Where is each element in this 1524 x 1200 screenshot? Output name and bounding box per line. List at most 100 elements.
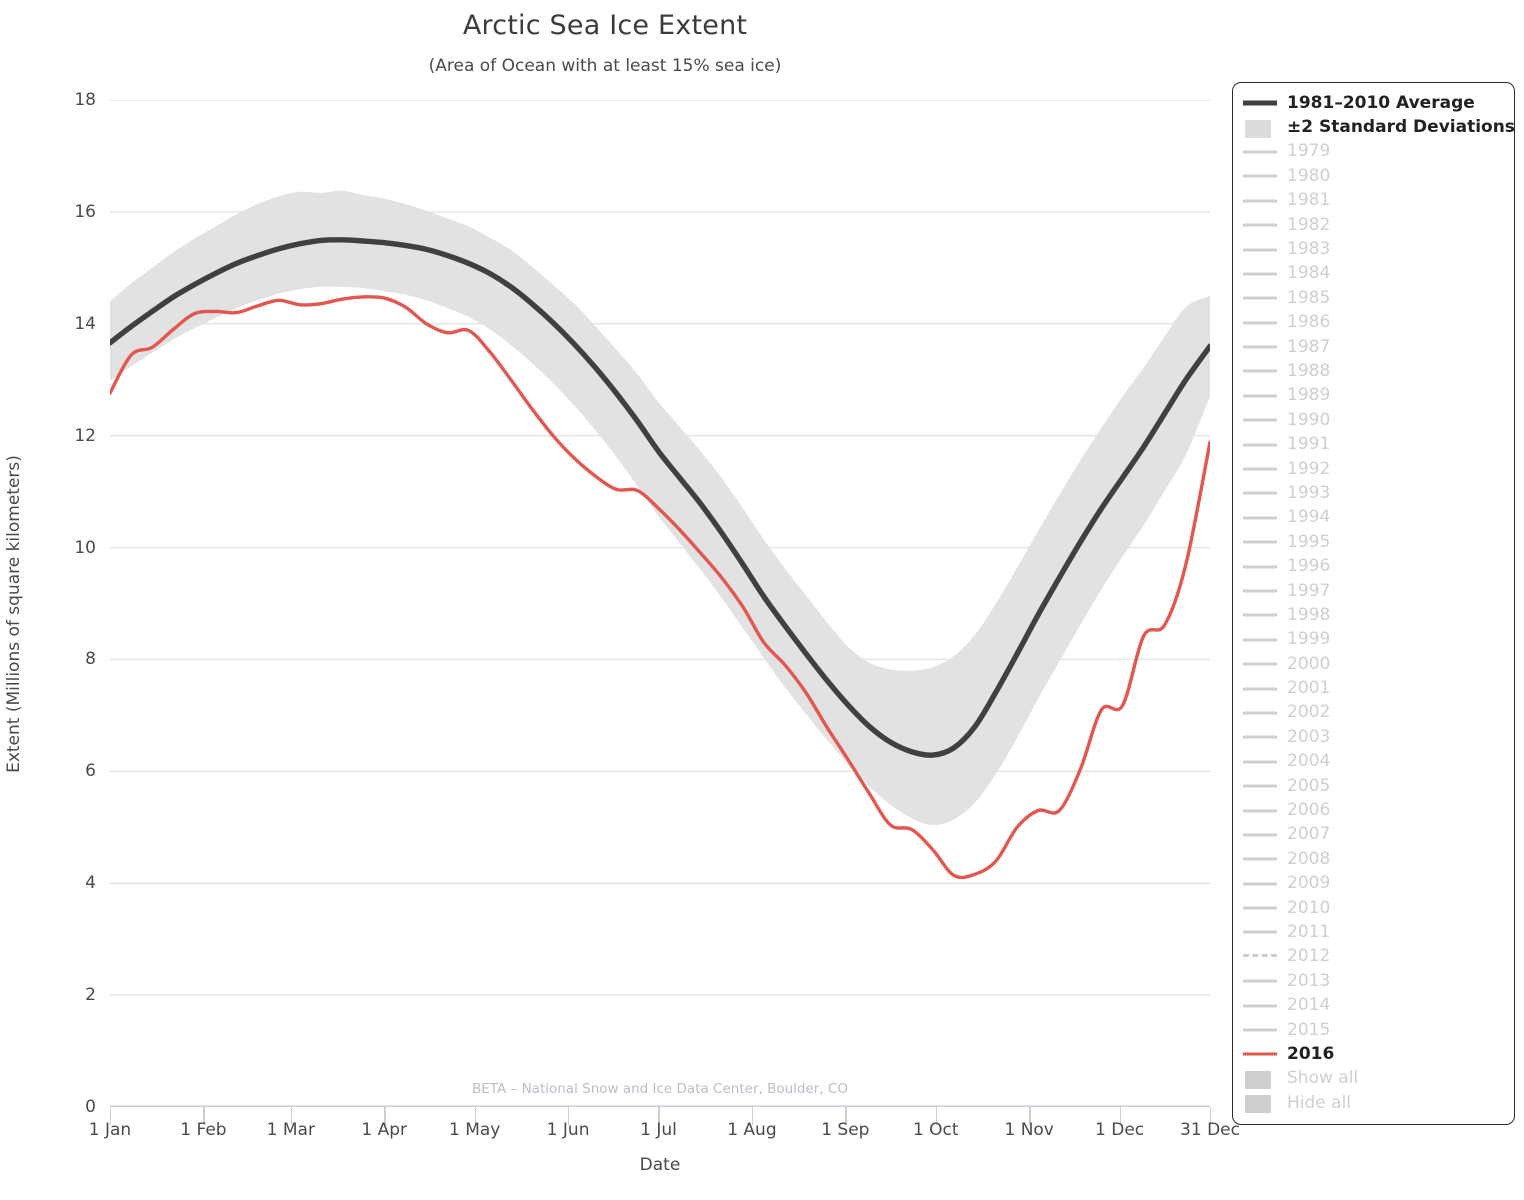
x-axis-tick <box>1210 1107 1212 1125</box>
legend-item-label: 1992 <box>1287 458 1331 479</box>
legend-item-2014[interactable]: 2014 <box>1243 993 1514 1017</box>
legend-item-label: 2001 <box>1287 678 1331 699</box>
legend-item-1990[interactable]: 1990 <box>1243 408 1514 432</box>
legend-item-label: 1989 <box>1287 385 1331 406</box>
chart-subtitle: (Area of Ocean with at least 15% sea ice… <box>428 56 782 76</box>
legend-item-label: 2000 <box>1287 653 1331 674</box>
legend-item-1995[interactable]: 1995 <box>1243 530 1514 554</box>
legend-item-1991[interactable]: 1991 <box>1243 432 1514 456</box>
legend-line-icon <box>1243 387 1277 405</box>
legend-item-label: 1991 <box>1287 434 1331 455</box>
legend-item-2006[interactable]: 2006 <box>1243 798 1514 822</box>
legend-line-icon <box>1243 948 1277 966</box>
x-axis-tick-label: 1 Sep <box>821 1120 870 1140</box>
legend-line-icon <box>1243 753 1277 771</box>
legend-line-icon <box>1243 289 1277 307</box>
legend-item-2001[interactable]: 2001 <box>1243 676 1514 700</box>
legend-item-2004[interactable]: 2004 <box>1243 750 1514 774</box>
legend-item-1983[interactable]: 1983 <box>1243 237 1514 261</box>
legend-item-1989[interactable]: 1989 <box>1243 384 1514 408</box>
legend-line-icon <box>1243 875 1277 893</box>
y-axis-tick-label: 6 <box>85 761 96 782</box>
legend-item-1982[interactable]: 1982 <box>1243 213 1514 237</box>
legend-item-2002[interactable]: 2002 <box>1243 701 1514 725</box>
legend-item-label: 1990 <box>1287 409 1331 430</box>
legend-line-icon <box>1243 582 1277 600</box>
legend-line-icon <box>1243 192 1277 210</box>
x-axis-tick <box>1119 1107 1121 1125</box>
legend-item-1999[interactable]: 1999 <box>1243 628 1514 652</box>
legend-item-2007[interactable]: 2007 <box>1243 823 1514 847</box>
legend-item-1988[interactable]: 1988 <box>1243 359 1514 383</box>
x-axis-tick <box>474 1107 477 1125</box>
x-axis-tick-label: 31 Dec <box>1180 1120 1240 1140</box>
legend-line-icon <box>1243 484 1277 502</box>
x-axis-tick-label: 1 Jun <box>546 1120 590 1140</box>
legend-item-2011[interactable]: 2011 <box>1243 920 1514 944</box>
legend-item-1981[interactable]: 1981 <box>1243 189 1514 213</box>
legend-line-icon <box>1243 460 1277 478</box>
x-axis-tick <box>290 1107 293 1125</box>
legend-item-1998[interactable]: 1998 <box>1243 603 1514 627</box>
legend-line-icon <box>1243 411 1277 429</box>
legend-item-label: 2015 <box>1287 1019 1331 1040</box>
legend-line-icon <box>1243 728 1277 746</box>
legend-item-2000[interactable]: 2000 <box>1243 652 1514 676</box>
legend-item-label: 1979 <box>1287 141 1331 162</box>
legend-line-icon <box>1243 850 1277 868</box>
legend-item-2008[interactable]: 2008 <box>1243 847 1514 871</box>
legend-line-icon <box>1243 802 1277 820</box>
legend-item-label: 2006 <box>1287 800 1331 821</box>
legend-item-1994[interactable]: 1994 <box>1243 506 1514 530</box>
legend-item-label: 1983 <box>1287 239 1331 260</box>
legend-item-label: 1998 <box>1287 604 1331 625</box>
legend-item-label: 1994 <box>1287 507 1331 528</box>
legend-item-label: ±2 Standard Deviations <box>1287 117 1515 138</box>
x-axis-title: Date <box>639 1155 681 1175</box>
legend-item-1986[interactable]: 1986 <box>1243 311 1514 335</box>
legend-item-hide-all[interactable]: Hide all <box>1243 1091 1514 1115</box>
legend-line-icon <box>1243 655 1277 673</box>
legend-line-icon <box>1243 241 1277 259</box>
legend-item-2016[interactable]: 2016 <box>1243 1042 1514 1066</box>
legend-panel[interactable]: 1981–2010 Average ±2 Standard Deviations 1… <box>1232 82 1515 1126</box>
legend-item-1981-2010-average[interactable]: 1981–2010 Average <box>1243 91 1514 115</box>
legend-item-label: 1981–2010 Average <box>1287 92 1475 113</box>
legend-item-1985[interactable]: 1985 <box>1243 286 1514 310</box>
legend-item-2013[interactable]: 2013 <box>1243 969 1514 993</box>
legend-item-2012[interactable]: 2012 <box>1243 945 1514 969</box>
legend-item-1996[interactable]: 1996 <box>1243 554 1514 578</box>
legend-item-label: 2010 <box>1287 897 1331 918</box>
legend-item-show-all[interactable]: Show all <box>1243 1067 1514 1091</box>
legend-item-1980[interactable]: 1980 <box>1243 164 1514 188</box>
legend-item-2009[interactable]: 2009 <box>1243 872 1514 896</box>
y-axis-tick-label: 18 <box>74 90 96 110</box>
plot-area <box>110 100 1210 1107</box>
legend-item-label: 2016 <box>1287 1043 1335 1064</box>
legend-item-1979[interactable]: 1979 <box>1243 140 1514 164</box>
x-axis-tick-label: 1 Apr <box>361 1120 408 1140</box>
x-axis-tick <box>658 1107 660 1125</box>
legend-item-label: 1980 <box>1287 165 1331 186</box>
legend-item-2005[interactable]: 2005 <box>1243 774 1514 798</box>
legend-item-1997[interactable]: 1997 <box>1243 579 1514 603</box>
legend-item-1993[interactable]: 1993 <box>1243 481 1514 505</box>
x-axis-tick <box>935 1107 938 1125</box>
legend-item-1984[interactable]: 1984 <box>1243 262 1514 286</box>
legend-line-icon <box>1243 1045 1277 1063</box>
legend-item-2003[interactable]: 2003 <box>1243 725 1514 749</box>
legend-item-2-standard-deviations[interactable]: ±2 Standard Deviations <box>1243 115 1515 139</box>
legend-item-2015[interactable]: 2015 <box>1243 1018 1514 1042</box>
x-axis-tick-label: 1 Aug <box>727 1120 777 1140</box>
legend-item-2010[interactable]: 2010 <box>1243 896 1514 920</box>
x-axis-tick-label: 1 Nov <box>1004 1120 1054 1140</box>
legend-item-1987[interactable]: 1987 <box>1243 335 1514 359</box>
legend-item-label: 1982 <box>1287 214 1331 235</box>
legend-box-icon <box>1243 119 1277 138</box>
legend-box-icon <box>1243 1070 1277 1089</box>
chart-title: Arctic Sea Ice Extent <box>462 10 748 41</box>
legend-item-1992[interactable]: 1992 <box>1243 457 1514 481</box>
legend-line-icon <box>1243 143 1277 161</box>
y-axis-tick-label: 4 <box>85 873 96 894</box>
